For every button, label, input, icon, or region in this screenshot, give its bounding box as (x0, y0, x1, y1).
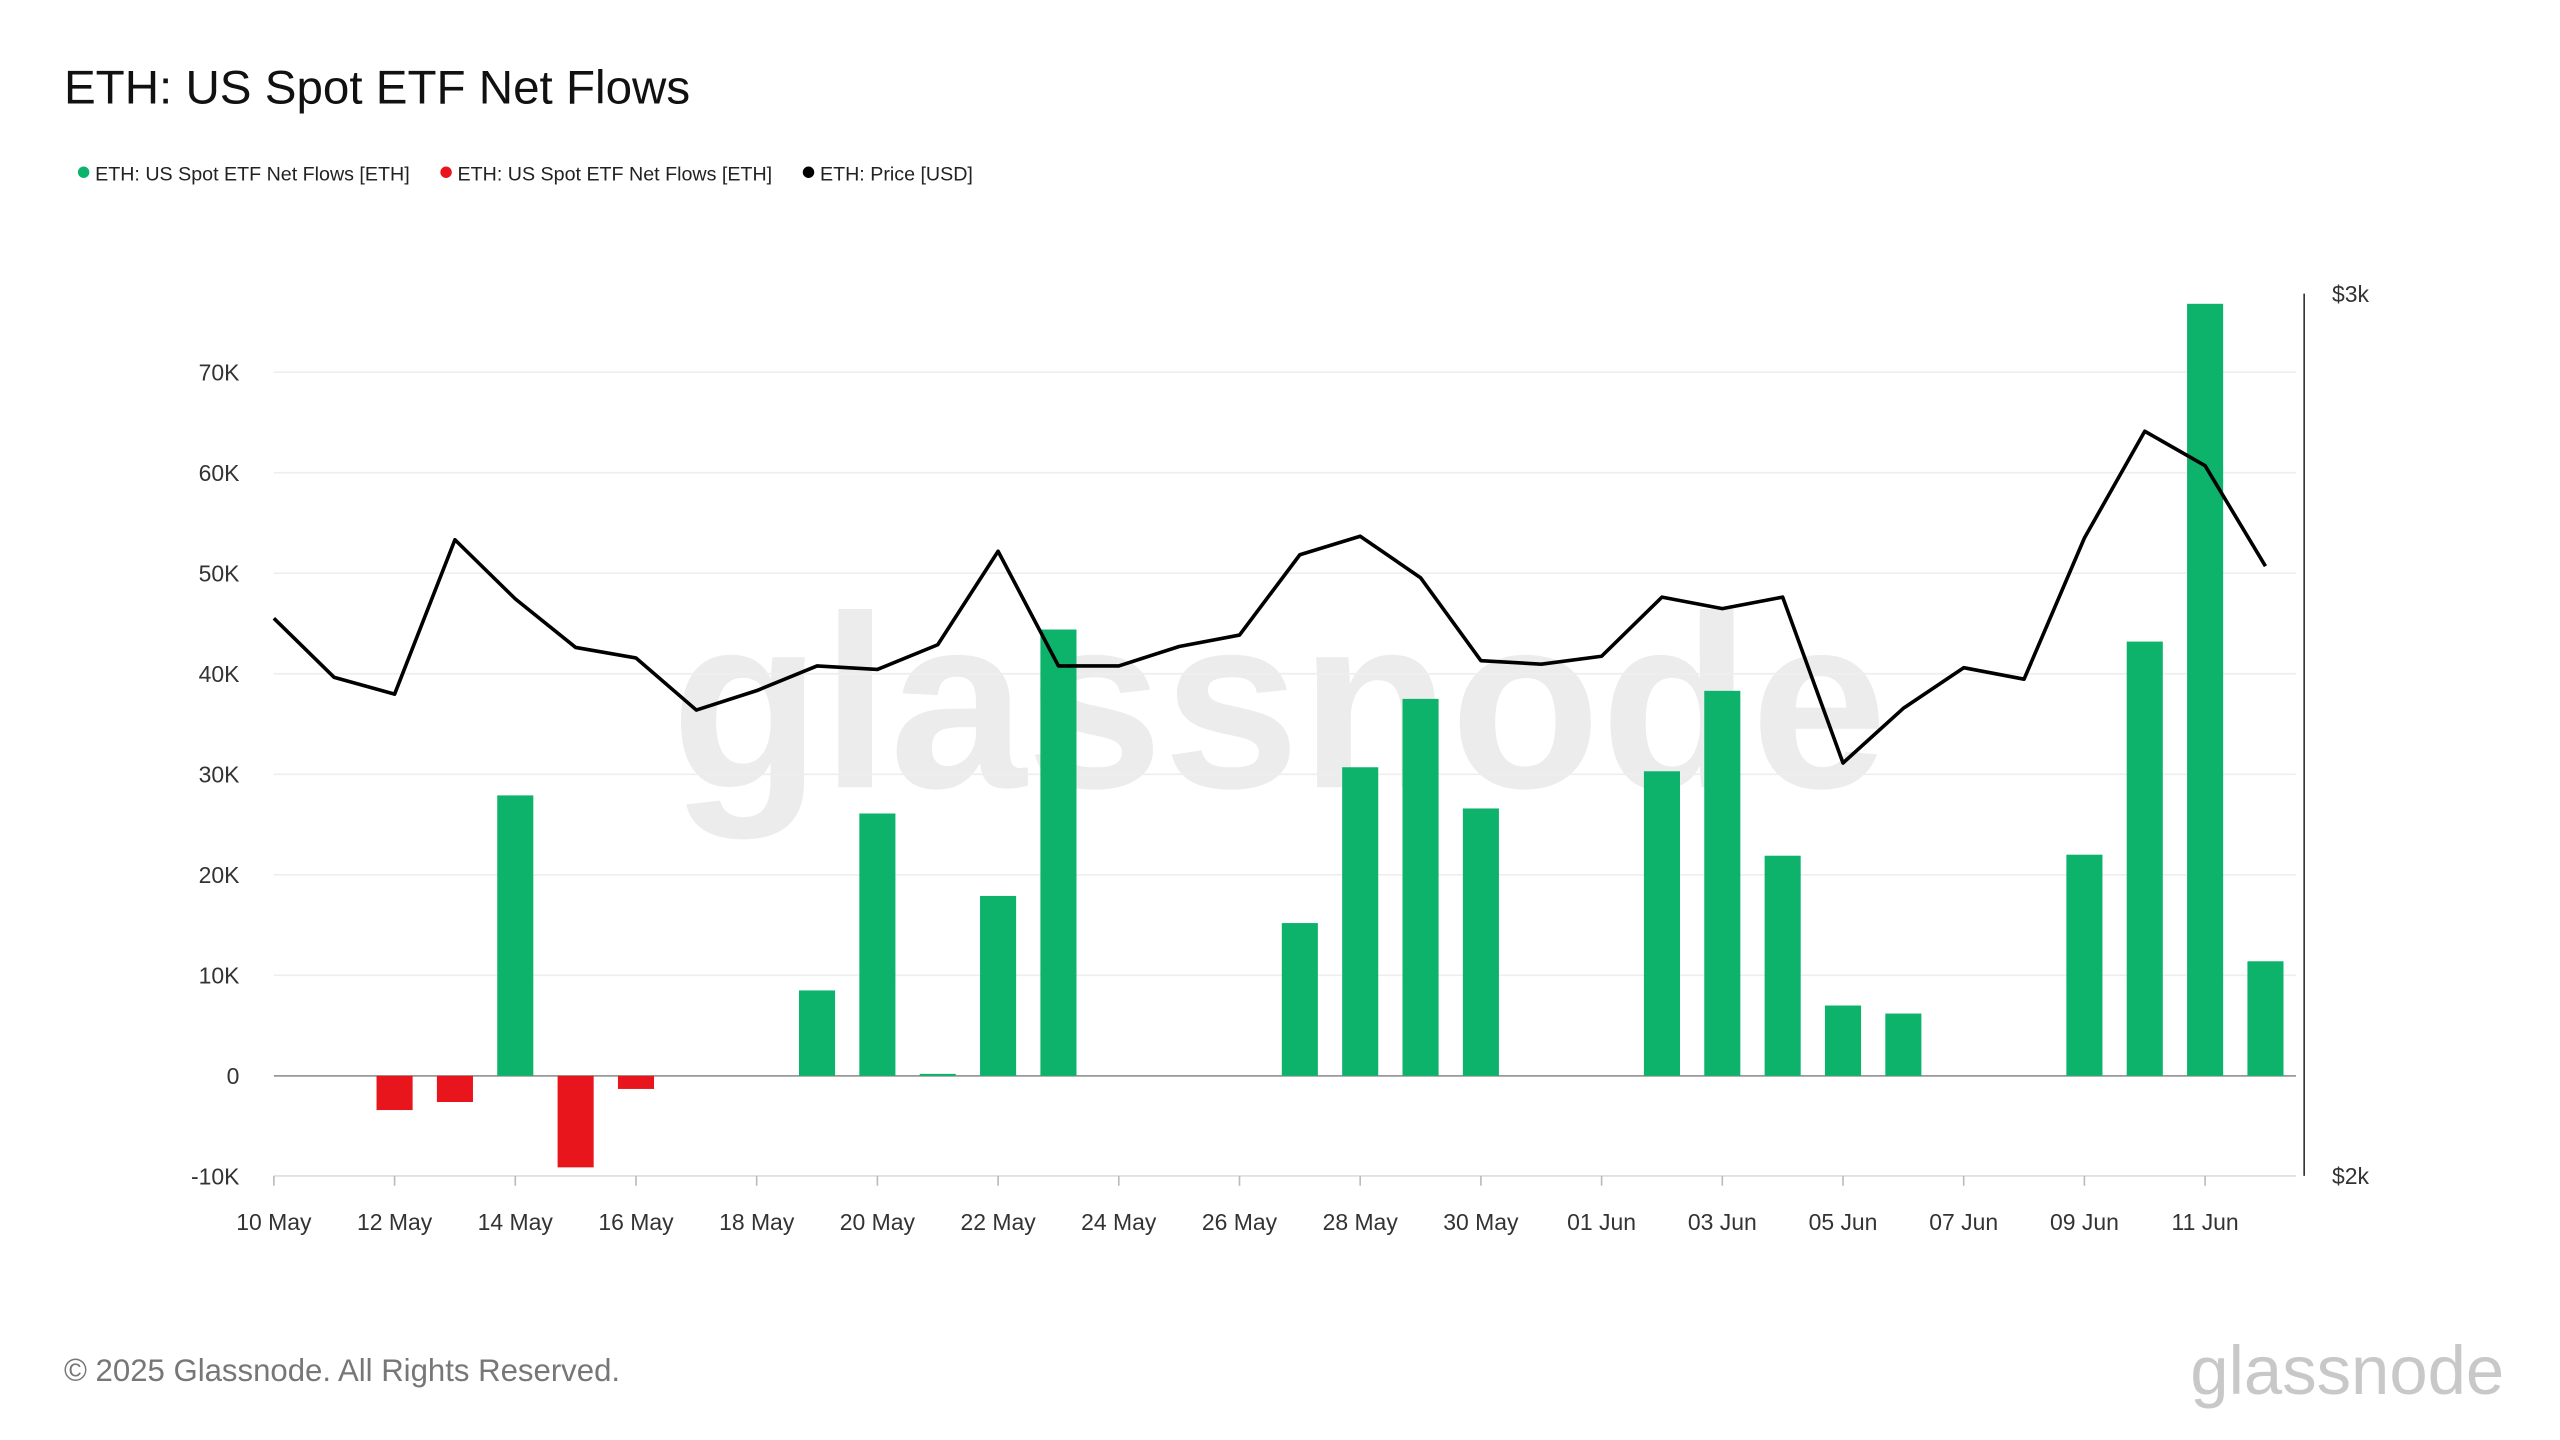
bar-21-May (919, 1073, 956, 1076)
bar-04-Jun (1764, 855, 1801, 1076)
y-tick-label: 50K (199, 560, 241, 586)
y-tick-label: -10K (191, 1164, 240, 1190)
x-tick-label: 14 May (478, 1209, 554, 1235)
legend-label-1: ETH: US Spot ETF Net Flows [ETH] (458, 163, 773, 185)
bar-29-May (1402, 698, 1439, 1076)
x-tick-label: 20 May (840, 1209, 916, 1235)
bar-13-May (436, 1075, 473, 1103)
y-right-tick-label: $2k (2332, 1163, 2370, 1189)
y-tick-label: 20K (199, 862, 241, 888)
x-tick-label: 01 Jun (1567, 1209, 1636, 1235)
x-tick-label: 09 Jun (2050, 1209, 2119, 1235)
x-tick-label: 05 Jun (1809, 1209, 1878, 1235)
y-tick-label: 10K (199, 963, 241, 989)
legend-marker-0 (77, 166, 90, 178)
bar-11-Jun (2187, 303, 2224, 1076)
y-tick-label: 30K (199, 761, 241, 787)
axes: -10K 0 10K 20K 30K 40K 50K 60K 70K $2k $3k 10 May 12… (191, 281, 2370, 1235)
legend-marker-1 (440, 166, 452, 178)
bar-05-Jun (1824, 1005, 1862, 1076)
x-tick-label: 18 May (719, 1209, 795, 1235)
x-tick-label: 22 May (960, 1209, 1036, 1235)
bar-06-Jun (1885, 1013, 1922, 1076)
bar-03-Jun (1704, 690, 1741, 1076)
bar-16-May (617, 1075, 655, 1089)
bar-19-May (798, 990, 836, 1076)
bars (376, 303, 2284, 1168)
chart-title: ETH: US Spot ETF Net Flows (64, 61, 690, 114)
x-tick-label: 28 May (1323, 1209, 1399, 1235)
bar-10-Jun (2126, 641, 2163, 1076)
bar-14-May (497, 795, 534, 1076)
x-tick-label: 10 May (236, 1209, 312, 1235)
bar-23-May (1040, 629, 1077, 1076)
legend-label-2: ETH: Price [USD] (820, 163, 973, 185)
x-tick-label: 03 Jun (1688, 1209, 1757, 1235)
x-tick-label: 30 May (1443, 1209, 1519, 1235)
x-tick-label: 16 May (598, 1209, 674, 1235)
x-tick-label: 26 May (1202, 1209, 1278, 1235)
legend-marker-2 (802, 166, 815, 178)
copyright: © 2025 Glassnode. All Rights Reserved. (64, 1353, 620, 1388)
x-tick-label: 24 May (1081, 1209, 1157, 1235)
x-tick-label: 07 Jun (1929, 1209, 1998, 1235)
bar-20-May (859, 813, 896, 1076)
bar-27-May (1281, 923, 1318, 1076)
legend-label-0: ETH: US Spot ETF Net Flows [ETH] (95, 163, 410, 185)
legend: ETH: US Spot ETF Net Flows [ETH] ETH: US … (77, 163, 973, 185)
y-tick-label: 40K (199, 661, 241, 687)
bar-28-May (1342, 767, 1379, 1076)
price-line-path (272, 429, 2268, 765)
x-tick-label: 12 May (357, 1209, 433, 1235)
y-tick-label: 70K (199, 359, 241, 385)
x-tick-label: 11 Jun (2172, 1209, 2239, 1235)
bar-09-Jun (2066, 854, 2103, 1076)
bar-12-Jun (2247, 961, 2284, 1076)
y-right-tick-label: $3k (2332, 281, 2370, 307)
watermark: glassnode (671, 565, 1888, 840)
bar-30-May (1462, 808, 1499, 1076)
bar-15-May (557, 1075, 594, 1168)
y-tick-label: 60K (199, 460, 241, 486)
y-tick-label: 0 (227, 1063, 240, 1089)
glassnode-logo: glassnode (2190, 1332, 2504, 1409)
price-line (272, 429, 2268, 765)
bar-12-May (376, 1075, 413, 1111)
bar-02-Jun (1643, 771, 1680, 1076)
bar-22-May (980, 895, 1017, 1076)
